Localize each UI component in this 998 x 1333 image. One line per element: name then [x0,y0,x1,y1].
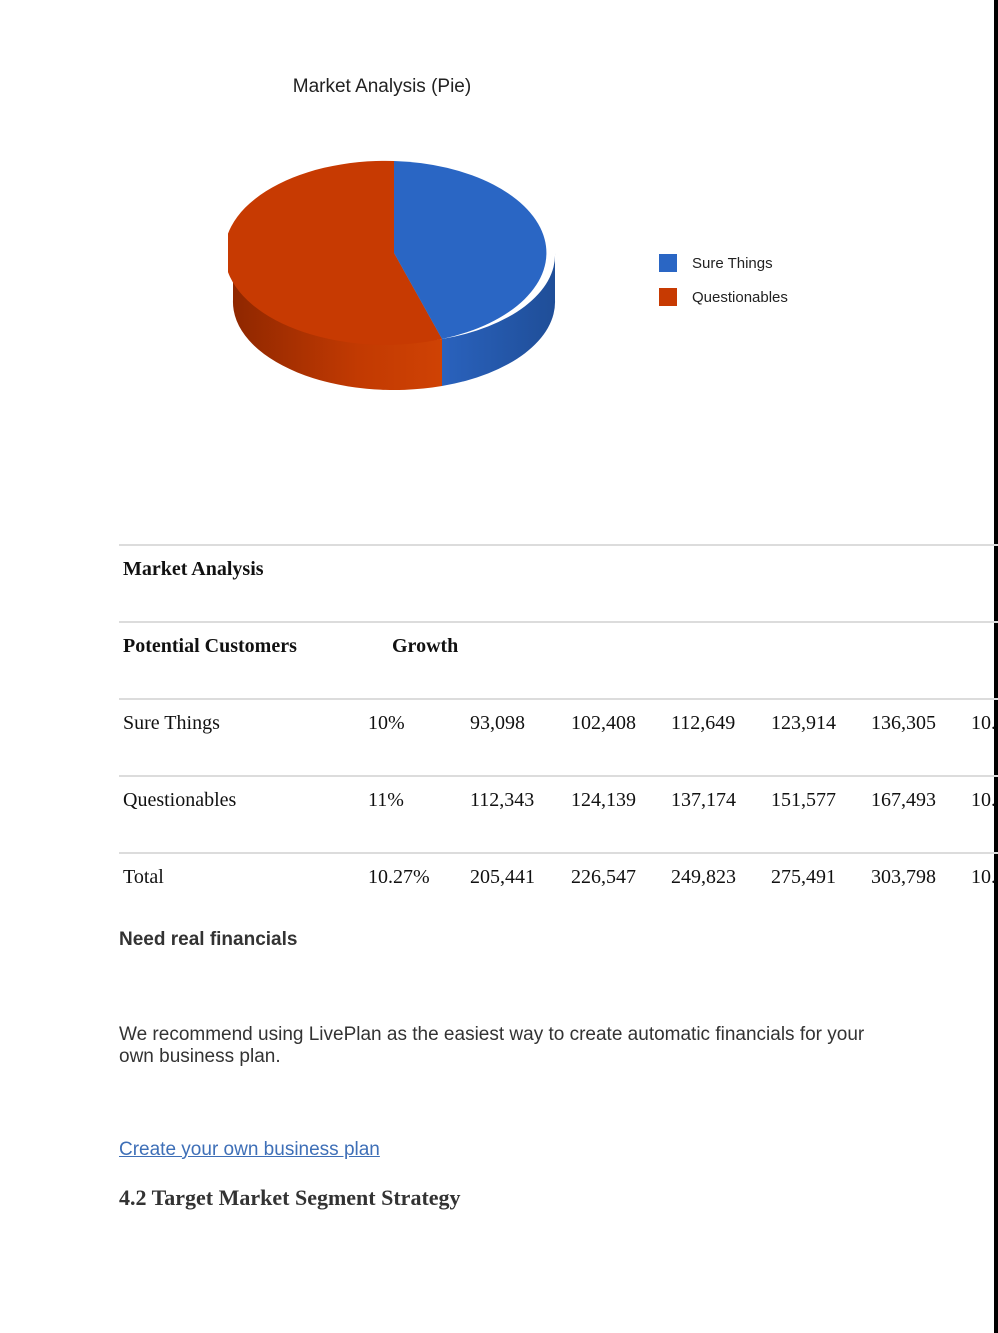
legend-item-questionables: Questionables [659,280,788,314]
table-row: Questionables 11% 112,343 124,139 137,17… [119,777,998,852]
year-value: 249,823 [671,866,736,888]
year-value: 303,798 [871,866,936,888]
year-value: 123,914 [771,712,836,734]
create-business-plan-link[interactable]: Create your own business plan [119,1139,380,1160]
year-value: 137,174 [671,789,736,811]
row-label: Total [123,866,164,888]
growth-value: 10% [368,712,405,734]
table-rule [119,544,998,546]
section-heading-target-market: 4.2 Target Market Segment Strategy [119,1185,461,1210]
year-value: 93,098 [470,712,525,734]
row-label: Questionables [123,789,237,811]
page-edge-border [994,0,998,1333]
year-value: 151,577 [771,789,836,811]
legend-label: Sure Things [692,254,773,272]
pie-slice-sure-things [394,161,547,339]
pie-chart [228,160,556,391]
year-value: 205,441 [470,866,535,888]
year-value: 112,343 [470,789,535,811]
pie-side-sure-things [442,253,556,386]
table-row: Sure Things 10% 93,098 102,408 112,649 1… [119,700,998,775]
table-rule [119,852,998,854]
chart-title: Market Analysis (Pie) [292,76,472,97]
growth-value: 11% [368,789,404,811]
market-analysis-table: Market Analysis Potential Customers Grow… [119,544,998,929]
header-potential-customers: Potential Customers [123,635,297,657]
cagr-value: 10. [971,712,996,734]
pie-side-questionables [232,253,442,391]
legend-item-sure-things: Sure Things [659,246,788,280]
row-label: Sure Things [123,712,220,734]
pie-slice-questionables-fill [228,160,442,345]
table-header-row: Potential Customers Growth [119,623,998,698]
year-value: 136,305 [871,712,936,734]
table-rule [119,621,998,623]
table-rule [119,775,998,777]
header-growth: Growth [392,635,459,657]
year-value: 102,408 [571,712,636,734]
year-value: 167,493 [871,789,936,811]
year-value: 275,491 [771,866,836,888]
table-rule [119,698,998,700]
table-row-total: Total 10.27% 205,441 226,547 249,823 275… [119,854,998,929]
legend-label: Questionables [692,288,788,306]
table-title: Market Analysis [123,558,264,580]
chart-legend: Sure Things Questionables [659,246,788,314]
cagr-value: 10. [971,866,996,888]
table-title-row: Market Analysis [119,546,998,621]
legend-swatch-blue [659,254,677,272]
cagr-value: 10. [971,789,996,811]
growth-value: 10.27% [368,866,430,888]
promo-body: We recommend using LivePlan as the easie… [119,1024,865,1067]
year-value: 112,649 [671,712,736,734]
year-value: 124,139 [571,789,636,811]
promo-heading: Need real financials [119,929,298,950]
legend-swatch-red [659,288,677,306]
year-value: 226,547 [571,866,636,888]
